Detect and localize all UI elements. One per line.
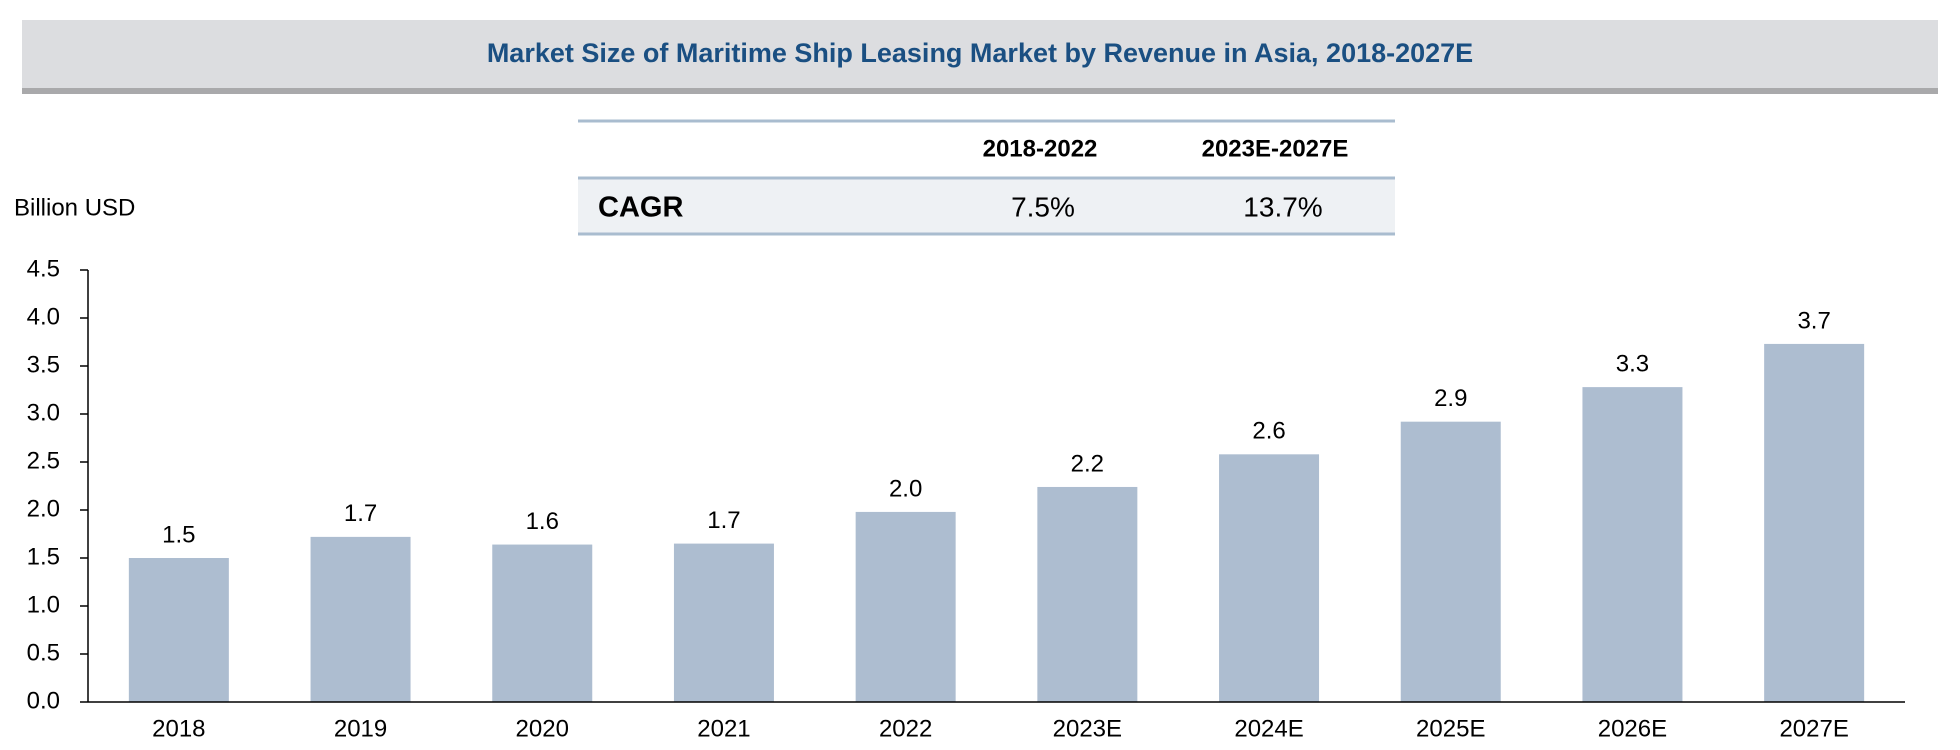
bar [492, 544, 593, 702]
value-label: 2.0 [889, 475, 922, 502]
x-tick-label: 2021 [697, 715, 750, 742]
table-header: 2018-2022 [983, 135, 1098, 162]
y-tick-label: 1.5 [27, 543, 60, 570]
title-band-shadow [22, 88, 1938, 94]
value-label: 2.6 [1252, 418, 1285, 445]
bar [1400, 421, 1501, 702]
x-tick-label: 2018 [152, 715, 205, 742]
value-label: 1.7 [344, 500, 377, 527]
table-cell: 7.5% [1011, 191, 1075, 222]
value-label: 2.9 [1434, 385, 1467, 412]
x-tick-label: 2022 [879, 715, 932, 742]
y-tick-label: 4.0 [27, 303, 60, 330]
y-axis-label: Billion USD [14, 194, 135, 221]
y-tick-label: 0.5 [27, 639, 60, 666]
table-row-bg [578, 178, 1395, 234]
x-tick-label: 2026E [1598, 715, 1667, 742]
y-tick-label: 1.0 [27, 591, 60, 618]
x-tick-label: 2025E [1416, 715, 1485, 742]
value-label: 3.3 [1616, 350, 1649, 377]
chart-title: Market Size of Maritime Ship Leasing Mar… [487, 38, 1473, 68]
y-tick-label: 4.5 [27, 255, 60, 282]
y-tick-label: 2.0 [27, 495, 60, 522]
bar [310, 536, 411, 702]
y-tick-label: 0.0 [27, 687, 60, 714]
x-tick-label: 2023E [1053, 715, 1122, 742]
x-tick-label: 2027E [1779, 715, 1848, 742]
bar [1764, 343, 1865, 702]
value-label: 1.6 [526, 508, 559, 535]
value-label: 3.7 [1797, 307, 1830, 334]
bar [673, 543, 774, 702]
bar [128, 558, 229, 702]
x-tick-label: 2019 [334, 715, 387, 742]
value-label: 1.7 [707, 507, 740, 534]
value-label: 2.2 [1071, 450, 1104, 477]
title-band [22, 20, 1938, 92]
bar [1582, 387, 1683, 702]
table-header: 2023E-2027E [1202, 135, 1349, 162]
y-tick-label: 2.5 [27, 447, 60, 474]
y-tick-label: 3.0 [27, 399, 60, 426]
value-label: 1.5 [162, 521, 195, 548]
bar [855, 511, 956, 702]
table-row-label: CAGR [598, 192, 683, 224]
table-cell: 13.7% [1243, 191, 1322, 222]
x-tick-label: 2020 [516, 715, 569, 742]
bar [1219, 454, 1320, 702]
y-tick-label: 3.5 [27, 351, 60, 378]
bar [1037, 486, 1138, 702]
x-tick-label: 2024E [1234, 715, 1303, 742]
